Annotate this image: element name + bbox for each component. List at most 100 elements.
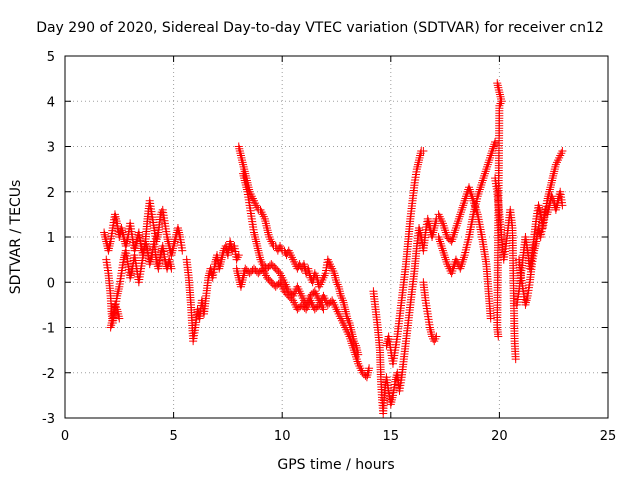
data-point <box>240 266 249 275</box>
data-point <box>549 169 558 178</box>
data-point <box>341 307 350 316</box>
y-tick-label: 1 <box>47 231 55 246</box>
data-point <box>252 237 261 246</box>
data-point <box>114 285 123 294</box>
data-point <box>264 228 273 237</box>
data-point <box>547 178 556 187</box>
data-point <box>167 264 176 273</box>
data-point <box>173 223 182 232</box>
series-track-m <box>493 79 506 341</box>
data-point <box>448 235 457 244</box>
data-point <box>459 201 468 210</box>
data-point <box>236 282 245 291</box>
data-point <box>239 162 248 171</box>
data-point <box>178 246 187 255</box>
series-track-p <box>514 187 567 309</box>
data-point <box>100 230 109 239</box>
y-tick-label: -1 <box>42 322 55 337</box>
data-point <box>431 219 440 228</box>
y-axis-label: SDTVAR / TECUs <box>8 180 24 295</box>
data-point <box>481 167 490 176</box>
data-point <box>494 85 503 94</box>
data-point <box>477 180 486 189</box>
data-point <box>495 90 504 99</box>
data-point <box>170 237 179 246</box>
data-point <box>455 212 464 221</box>
data-point <box>250 230 259 239</box>
data-point <box>415 153 424 162</box>
data-point <box>487 149 496 158</box>
data-point <box>426 328 435 337</box>
data-point <box>253 242 262 251</box>
data-point <box>430 221 439 230</box>
data-point <box>337 294 346 303</box>
data-point <box>471 203 480 212</box>
data-point <box>511 355 520 364</box>
data-point <box>452 221 461 230</box>
data-point <box>476 183 485 192</box>
data-point <box>253 244 262 253</box>
data-point <box>255 251 264 260</box>
y-tick-label: 5 <box>47 50 55 65</box>
data-point <box>340 300 349 309</box>
data-point <box>262 221 271 230</box>
data-point <box>437 242 446 251</box>
series-track-k <box>434 137 500 278</box>
data-point <box>490 140 499 149</box>
data-point <box>439 248 448 257</box>
data-point <box>106 323 115 332</box>
data-point <box>475 187 484 196</box>
data-point <box>238 156 247 165</box>
data-point <box>494 83 503 92</box>
data-point <box>170 239 179 248</box>
data-point <box>101 233 110 241</box>
data-point <box>354 350 363 359</box>
data-point <box>491 137 500 146</box>
data-point <box>261 219 270 228</box>
data-point <box>113 289 122 298</box>
data-point <box>440 251 449 260</box>
data-point <box>104 246 113 255</box>
data-point <box>441 253 450 262</box>
data-point <box>415 156 424 165</box>
axis-ticks: 0 5 10 15 20 25 -3 -2 -1 0 1 2 3 4 5 <box>42 50 616 444</box>
data-point <box>464 183 473 192</box>
series-track-b <box>102 237 176 327</box>
x-tick-label: 0 <box>61 429 69 444</box>
data-point <box>454 217 463 226</box>
data-point <box>436 239 445 248</box>
data-point <box>441 226 450 235</box>
data-point <box>100 228 109 237</box>
data-point <box>262 223 271 232</box>
data-point <box>480 169 489 178</box>
data-point <box>551 205 560 214</box>
data-point <box>453 219 462 228</box>
data-point <box>352 352 361 361</box>
data-point <box>459 255 468 264</box>
data-point <box>234 142 243 151</box>
data-point <box>494 332 503 341</box>
data-point <box>435 235 444 244</box>
y-tick-label: 4 <box>47 95 55 110</box>
data-point <box>341 305 350 314</box>
data-point <box>485 156 494 165</box>
data-point <box>451 223 460 232</box>
data-point <box>558 201 567 210</box>
data-point <box>459 199 468 208</box>
data-point <box>239 160 248 169</box>
data-point <box>474 190 483 199</box>
data-point <box>488 147 497 156</box>
data-point <box>497 94 506 103</box>
data-point <box>251 235 260 244</box>
data-point <box>240 165 249 174</box>
data-point <box>548 176 557 185</box>
data-point <box>413 162 422 171</box>
data-point <box>549 171 558 180</box>
data-point <box>235 144 244 153</box>
data-point <box>460 196 469 205</box>
data-point <box>238 158 247 167</box>
data-point <box>263 226 272 235</box>
data-point <box>493 79 502 88</box>
data-point <box>237 153 246 162</box>
data-point <box>234 251 243 260</box>
